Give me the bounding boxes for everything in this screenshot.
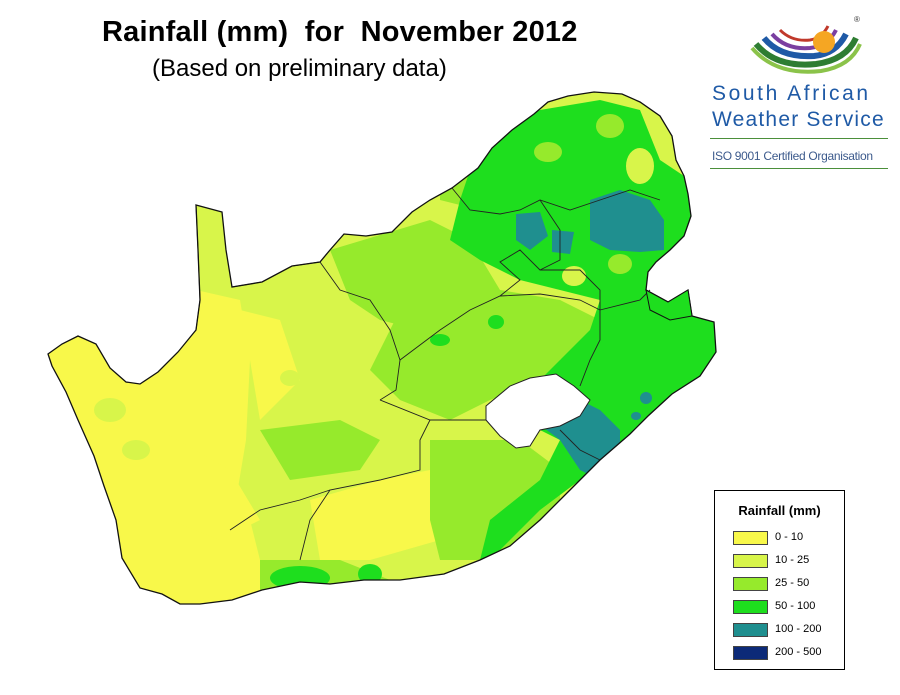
logo-divider (710, 138, 888, 139)
legend-swatch (733, 577, 768, 591)
logo-name-line1: South African (712, 82, 871, 105)
legend-label: 50 - 100 (775, 600, 816, 612)
lesotho-region (485, 373, 591, 449)
zone-10-25 (626, 148, 654, 184)
zone-50-100 (358, 564, 382, 584)
zone-100-200 (552, 230, 574, 254)
zone-25-50 (608, 254, 632, 274)
legend-swatch (733, 646, 768, 660)
logo-iso-text: ISO 9001 Certified Organisation (712, 149, 873, 163)
legend-label: 100 - 200 (775, 623, 822, 635)
logo-divider (710, 168, 888, 169)
swaziland-region (645, 289, 693, 321)
zone-0-10 (310, 470, 460, 560)
zone-10-25 (94, 398, 126, 422)
zone-10-25 (122, 440, 150, 460)
registered-mark: ® (854, 15, 860, 24)
zone-25-50 (596, 114, 624, 138)
legend-swatch (733, 600, 768, 614)
zone-50-100 (488, 315, 504, 329)
zone-10-25 (562, 266, 586, 286)
zone-50-100 (500, 300, 590, 360)
logo-swoosh-icon: ® (750, 15, 862, 74)
map-subtitle: (Based on preliminary data) (152, 55, 447, 82)
logo-name-line2: Weather Service (712, 108, 885, 131)
rainfall-zones (48, 100, 716, 604)
legend-swatch (733, 531, 768, 545)
legend-title: Rainfall (mm) (738, 503, 821, 518)
zone-100-200 (516, 212, 548, 250)
saws-logo: ® South African Weather Service ISO 9001… (706, 8, 892, 173)
legend-label: 0 - 10 (775, 531, 804, 543)
zone-25-50 (534, 142, 562, 162)
legend-swatch (733, 623, 768, 637)
zone-100-200 (640, 392, 652, 404)
legend-label: 25 - 50 (775, 577, 810, 589)
legend-label: 10 - 25 (775, 554, 810, 566)
map-legend: Rainfall (mm) 0 - 10 10 - 25 25 - 50 50 - 1… (714, 490, 845, 670)
legend-swatch (733, 554, 768, 568)
map-title: Rainfall (mm) for November 2012 (102, 16, 578, 48)
zone-0-10 (160, 430, 260, 540)
zone-0-10 (200, 300, 300, 420)
legend-label: 200 - 500 (775, 646, 822, 658)
zone-50-100 (430, 334, 450, 346)
zone-10-25 (280, 370, 300, 386)
zone-100-200 (590, 190, 664, 252)
zone-25-50 (260, 420, 380, 480)
zone-100-200 (631, 412, 641, 420)
